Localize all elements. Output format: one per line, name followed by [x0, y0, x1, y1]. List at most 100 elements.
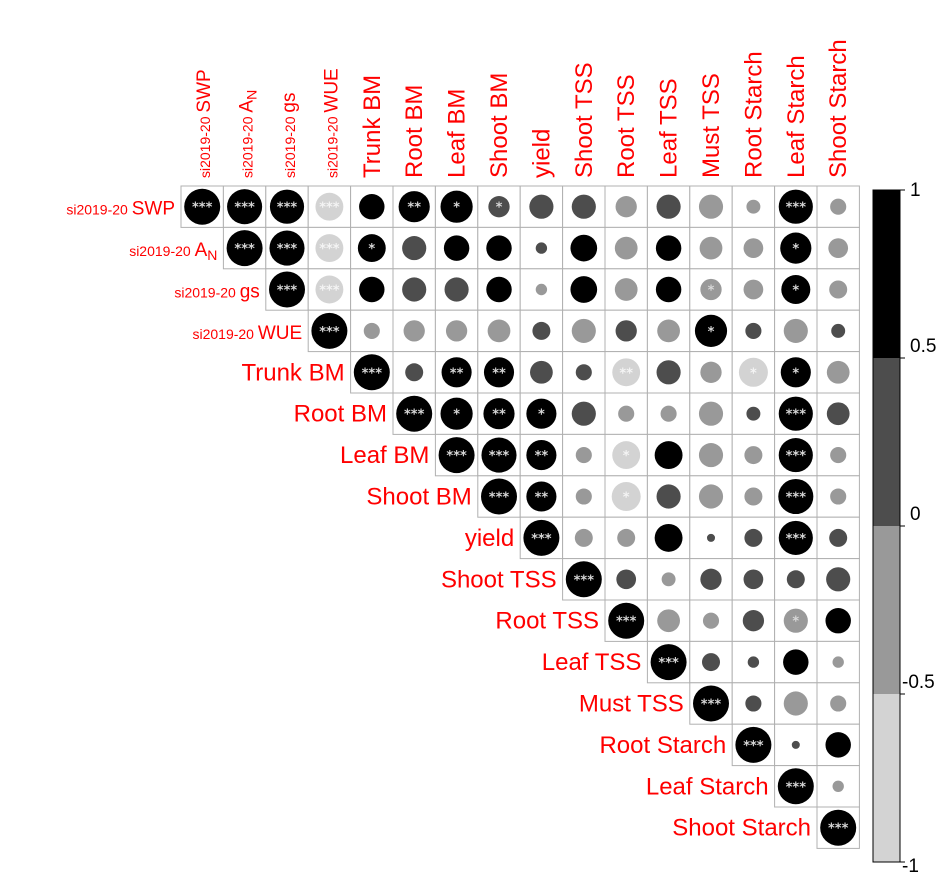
- corr-circle-0-10: [615, 196, 637, 218]
- significance-label-6-14: ***: [786, 449, 807, 464]
- corr-circle-1-9: [570, 234, 598, 262]
- corr-circle-0-4: [359, 193, 385, 220]
- row-label-swp: si2019-20 SWP: [66, 199, 175, 220]
- corr-circle-4-8: [530, 360, 553, 384]
- corr-circle-6-14: [778, 438, 813, 473]
- significance-label-7-8: **: [535, 491, 549, 506]
- legend-bin-2: [873, 526, 900, 694]
- significance-label-7-14: ***: [786, 491, 807, 506]
- corr-circle-2-3: [315, 275, 344, 304]
- significance-label-11-11: ***: [658, 656, 679, 671]
- corr-circle-0-13: [746, 199, 761, 214]
- corr-circle-10-10: [608, 602, 645, 639]
- corr-circle-5-15: [826, 402, 850, 426]
- corr-circle-0-5: [398, 191, 430, 223]
- row-label-leaf-tss: Leaf TSS: [542, 649, 642, 676]
- corr-circle-8-9: [574, 528, 593, 547]
- row-label-a: si2019-20 AN: [129, 240, 217, 263]
- row-label-shoot-bm: Shoot BM: [366, 484, 471, 511]
- corr-circle-4-13: [738, 357, 768, 387]
- column-label-root-starch: Root Starch: [740, 51, 767, 178]
- corr-circle-5-14: [778, 396, 813, 431]
- significance-label-5-8: *: [538, 408, 545, 423]
- corr-circle-3-6: [445, 320, 468, 342]
- corr-circle-1-12: [699, 236, 723, 260]
- corr-circle-10-12: [702, 612, 720, 629]
- column-label-a: si2019-20 AN: [237, 90, 260, 178]
- significance-label-0-0: ***: [192, 201, 213, 216]
- corr-circle-5-10: [618, 405, 635, 422]
- corr-circle-3-11: [657, 319, 680, 343]
- significance-label-1-3: ***: [319, 242, 340, 257]
- corr-circle-9-14: [786, 570, 805, 589]
- row-label-trunk-bm: Trunk BM: [241, 359, 344, 386]
- corr-circle-0-2: [269, 189, 305, 224]
- significance-label-15-15: ***: [828, 822, 849, 837]
- corr-circle-3-15: [831, 323, 846, 338]
- significance-label-8-14: ***: [786, 532, 807, 547]
- corr-circle-11-12: [702, 653, 720, 672]
- column-label-swp: si2019-20 SWP: [194, 69, 215, 178]
- significance-label-5-5: ***: [404, 408, 425, 423]
- significance-label-2-3: ***: [319, 284, 340, 299]
- corr-circle-2-6: [444, 277, 469, 302]
- column-label-shoot-tss: Shoot TSS: [571, 62, 598, 178]
- cell-3-8: [519, 309, 564, 353]
- corr-circle-15-15: [820, 809, 857, 846]
- corr-circle-5-5: [396, 395, 433, 432]
- color-legend: 1 0.5 0 -0.5 -1: [872, 180, 936, 877]
- row-label-leaf-bm: Leaf BM: [340, 442, 429, 469]
- legend-bin-3: [873, 694, 900, 862]
- significance-label-1-14: *: [792, 242, 799, 257]
- corr-circle-0-11: [656, 194, 681, 219]
- row-label-gs: si2019-20 gs: [174, 282, 259, 303]
- column-label-root-bm: Root BM: [401, 85, 428, 178]
- corr-circle-6-9: [575, 447, 592, 464]
- corr-circle-0-14: [778, 189, 813, 224]
- corr-circle-13-15: [825, 732, 851, 758]
- corr-circle-4-4: [353, 354, 390, 391]
- corr-circle-5-12: [698, 401, 724, 426]
- corr-circle-6-13: [744, 446, 763, 465]
- corr-circle-3-10: [615, 320, 637, 342]
- cell-11-14: [774, 640, 818, 684]
- significance-label-4-4: ***: [362, 366, 383, 381]
- corr-circle-1-5: [402, 236, 427, 261]
- row-label-shoot-tss: Shoot TSS: [441, 566, 557, 593]
- legend-bin-1: [873, 358, 900, 526]
- corr-circle-9-10: [616, 569, 637, 590]
- significance-label-1-4: *: [368, 242, 375, 257]
- corr-circle-0-0: [184, 188, 221, 225]
- corr-circle-8-11: [654, 523, 683, 552]
- significance-label-4-14: *: [792, 366, 799, 381]
- legend-tick-label-2: 0: [910, 504, 921, 525]
- significance-label-0-6: *: [453, 201, 460, 216]
- corr-circle-13-14: [791, 740, 800, 749]
- corr-circle-2-11: [655, 276, 682, 303]
- significance-label-0-2: ***: [277, 201, 298, 216]
- column-label-wue: si2019-20 WUE: [321, 68, 342, 178]
- corr-circle-11-13: [747, 656, 760, 668]
- corr-circle-1-7: [486, 235, 512, 261]
- corr-circle-8-12: [706, 533, 716, 542]
- corr-circle-6-6: [438, 437, 475, 474]
- significance-label-7-10: *: [623, 491, 630, 506]
- significance-label-3-12: *: [708, 325, 715, 340]
- significance-label-0-3: ***: [319, 201, 340, 216]
- corr-circle-12-13: [745, 695, 762, 712]
- column-label-shoot-starch: Shoot Starch: [825, 39, 852, 178]
- corr-circle-3-12: [694, 314, 728, 347]
- significance-label-3-3: ***: [319, 325, 340, 340]
- correlation-cells: *** *** *** *** ** * * ****** *** *** * **** *** * ***…: [180, 185, 860, 849]
- corr-circle-7-14: [778, 478, 814, 515]
- corr-circle-3-13: [745, 322, 762, 339]
- row-label-wue: si2019-20 WUE: [192, 323, 302, 344]
- corr-circle-8-13: [744, 528, 763, 547]
- significance-label-4-10: **: [619, 366, 633, 381]
- corr-circle-4-9: [575, 364, 592, 381]
- row-label-yield: yield: [465, 525, 514, 552]
- corr-circle-4-5: [405, 363, 424, 382]
- significance-label-0-5: **: [407, 201, 421, 216]
- corr-circle-1-8: [535, 242, 548, 254]
- corr-circle-7-8: [526, 481, 557, 512]
